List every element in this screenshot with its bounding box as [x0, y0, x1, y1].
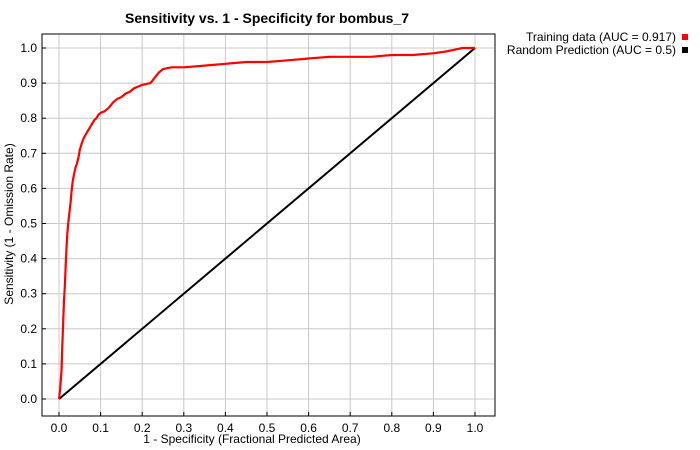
legend-label: Random Prediction (AUC = 0.5)	[507, 43, 676, 57]
legend-label: Training data (AUC = 0.917)	[526, 30, 676, 44]
grid-lines	[43, 35, 494, 415]
legend-swatch	[682, 34, 688, 40]
legend: Training data (AUC = 0.917)Random Predic…	[507, 30, 688, 57]
y-tick-label: 0.1	[20, 357, 37, 371]
y-tick-label: 0.3	[20, 287, 37, 301]
y-tick-label: 1.0	[20, 41, 37, 55]
x-tick-label: 0.2	[134, 421, 151, 435]
x-tick-label: 0.5	[259, 421, 276, 435]
y-tick-label: 0.8	[20, 111, 37, 125]
series-layer	[57, 46, 476, 400]
x-tick-label: 0.8	[383, 421, 400, 435]
x-tick-label: 0.7	[342, 421, 359, 435]
x-tick-label: 0.1	[92, 421, 109, 435]
y-tick-label: 0.6	[20, 181, 37, 195]
x-tick-label: 0.3	[175, 421, 192, 435]
random-prediction-line	[58, 47, 476, 400]
x-tick-label: 0.9	[425, 421, 442, 435]
y-tick-label: 0.2	[20, 322, 37, 336]
y-axis-label: Sensitivity (1 - Omission Rate)	[2, 143, 16, 304]
y-tick-label: 0.5	[20, 217, 37, 231]
y-tick-label: 0.0	[20, 392, 37, 406]
x-tick-label: 0.0	[51, 421, 68, 435]
legend-swatch	[682, 47, 688, 53]
x-tick-label: 1.0	[467, 421, 484, 435]
x-tick-label: 0.6	[300, 421, 317, 435]
axis-ticks: 0.0 0.1 0.2 0.3 0.4 0.5 0.6 0.7 0.8 0.9 1.0 0.0 0.1 0…	[20, 41, 483, 435]
x-tick-label: 0.4	[217, 421, 234, 435]
plot-frame	[41, 33, 496, 417]
y-tick-label: 0.9	[20, 76, 37, 90]
x-axis-label: 1 - Specificity (Fractional Predicted Ar…	[143, 432, 360, 446]
training-data-curve	[57, 46, 475, 400]
chart-title: Sensitivity vs. 1 - Specificity for bomb…	[125, 10, 409, 26]
y-tick-label: 0.4	[20, 252, 37, 266]
y-tick-label: 0.7	[20, 146, 37, 160]
